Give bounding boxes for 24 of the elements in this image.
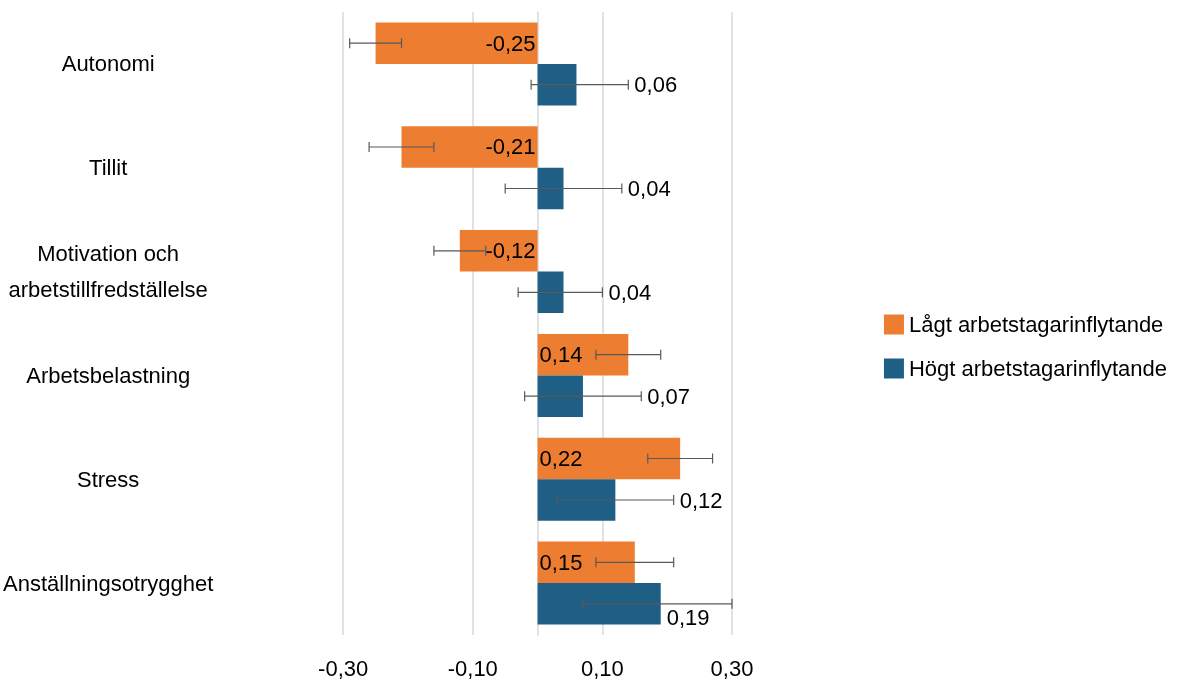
data-label: -0,25: [485, 30, 536, 56]
data-label: -0,12: [485, 238, 536, 264]
x-tick-label: -0,30: [318, 655, 369, 681]
y-tick-label: Tillit: [89, 155, 128, 181]
x-tick-label: -0,10: [447, 655, 498, 681]
y-tick-label: Motivation och arbetstillfredställelse: [8, 241, 208, 303]
y-tick-label: Arbetsbelastning: [26, 362, 191, 388]
data-label: 0,04: [608, 279, 652, 305]
y-tick-label: Anställningsotrygghet: [3, 570, 214, 596]
data-label: -0,21: [485, 134, 536, 160]
data-label: 0,04: [627, 176, 671, 202]
x-tick-label: 0,10: [580, 655, 624, 681]
data-label: 0,15: [539, 549, 583, 575]
data-label: 0,12: [679, 487, 723, 513]
data-label: 0,19: [666, 605, 710, 631]
y-tick-label: Autonomi: [61, 51, 155, 77]
y-tick-label: Stress: [77, 466, 140, 492]
data-label: 0,07: [647, 383, 691, 409]
data-label: 0,14: [539, 342, 583, 368]
legend-label: Lågt arbetstagarinflytande: [908, 312, 1164, 337]
legend-label: Högt arbetstagarinflytande: [908, 356, 1168, 381]
data-label: 0,22: [539, 445, 583, 471]
x-tick-label: 0,30: [710, 655, 754, 681]
data-label: 0,06: [634, 72, 678, 98]
